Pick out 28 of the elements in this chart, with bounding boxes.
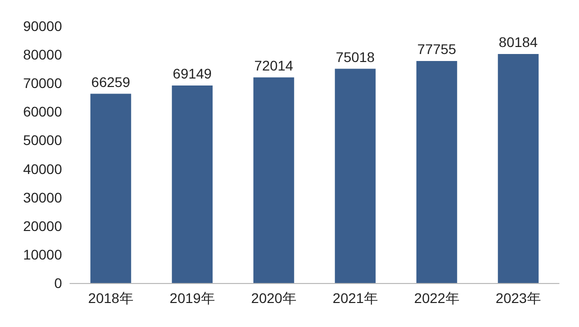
bar [334,68,376,283]
y-tick-label: 20000 [23,218,62,234]
y-tick-label: 0 [54,275,62,291]
x-tick-label: 2021年 [332,290,378,306]
data-label: 77755 [417,40,456,57]
data-label: 75018 [336,48,375,65]
x-tick-label: 2020年 [251,290,296,306]
bar [172,86,213,283]
bar [90,94,132,283]
bar [253,77,294,283]
bar [416,60,458,283]
x-tick-label: 2018年 [88,290,134,306]
y-tick-label: 50000 [23,132,62,148]
y-tick-label: 60000 [23,104,62,120]
y-tick-label: 40000 [23,160,62,177]
y-tick-label: 90000 [23,18,62,34]
data-label: 80184 [498,34,538,50]
y-tick-label: 10000 [23,246,62,262]
x-tick-label: 2019年 [170,290,215,306]
data-label: 69149 [172,66,212,82]
x-tick-label: 2022年 [414,290,460,306]
y-tick-label: 80000 [23,46,62,63]
bar [498,54,539,283]
data-label: 66259 [91,74,130,90]
y-tick-label: 70000 [23,75,62,92]
x-tick-label: 2023年 [496,290,541,306]
y-tick-label: 30000 [23,189,62,206]
data-label: 72014 [254,57,294,74]
